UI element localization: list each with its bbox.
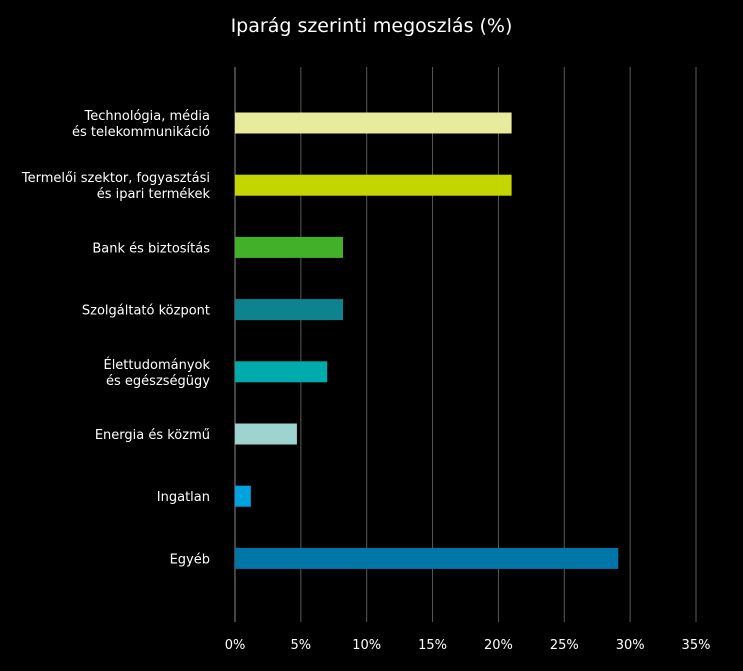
category-label-line: Technológia, média [84,109,210,124]
category-label: Egyéb [170,552,210,567]
x-tick-label: 10% [352,638,381,653]
x-tick-label: 35% [682,638,711,653]
bar [235,485,251,507]
chart-title: Iparág szerinti megoszlás (%) [230,15,513,37]
category-label: Szolgáltató központ [82,304,210,319]
category-label-line: és ipari termékek [97,187,211,202]
category-label-line: Termelői szektor, fogyasztási [21,171,210,186]
x-tick-label: 30% [616,638,645,653]
bar [235,299,344,321]
category-label-line: Élettudományok [103,357,210,373]
category-label-line: Ingatlan [157,490,210,505]
bar [235,547,619,569]
category-label-line: Szolgáltató központ [82,304,210,319]
category-label: Élettudományok és egészségügy [103,357,210,389]
category-label-line: Bank és biztosítás [92,241,210,256]
bar [235,361,328,383]
x-tick-label: 0% [225,638,246,653]
category-label: Termelői szektor, fogyasztási és ipari te… [21,171,211,202]
x-tick-label: 20% [484,638,513,653]
category-label: Bank és biztosítás [92,241,210,256]
category-label: Ingatlan [157,490,210,505]
bar [235,112,512,134]
category-label-line: és egészségügy [106,374,210,389]
category-label: Technológia, média és telekommunikáció [72,109,210,140]
bar [235,423,297,445]
category-label: Energia és közmű [95,428,210,443]
x-tick-label: 5% [291,638,312,653]
bar [235,236,344,258]
x-tick-label: 25% [550,638,579,653]
category-label-line: Energia és közmű [95,428,210,443]
category-label-line: Egyéb [170,552,210,567]
category-label-line: és telekommunikáció [72,125,210,140]
bar [235,174,512,196]
x-tick-label: 15% [418,638,447,653]
